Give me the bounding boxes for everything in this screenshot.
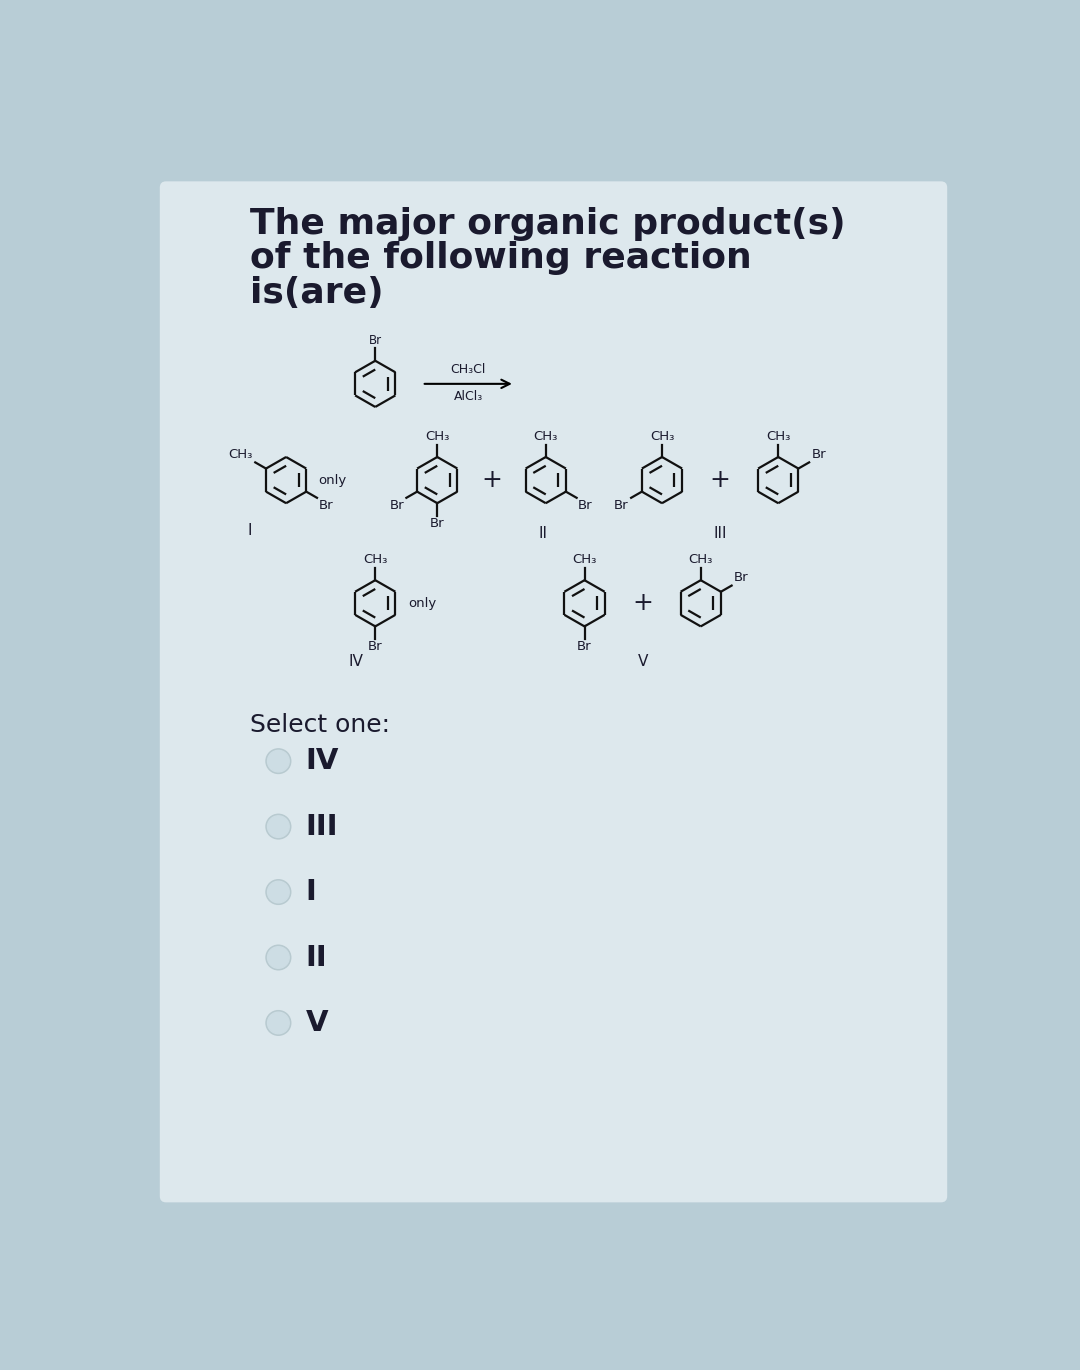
Text: II: II xyxy=(306,944,327,971)
Text: Br: Br xyxy=(368,640,382,653)
FancyBboxPatch shape xyxy=(160,181,947,1203)
Text: only: only xyxy=(408,597,436,610)
Circle shape xyxy=(266,945,291,970)
Text: CH₃: CH₃ xyxy=(766,430,791,443)
Text: +: + xyxy=(710,469,730,492)
Circle shape xyxy=(266,1011,291,1036)
Text: Br: Br xyxy=(577,640,592,653)
Text: only: only xyxy=(319,474,347,486)
Text: I: I xyxy=(247,522,252,537)
Text: Br: Br xyxy=(430,516,445,530)
Text: +: + xyxy=(481,469,502,492)
Circle shape xyxy=(268,751,289,771)
Text: Br: Br xyxy=(615,499,629,511)
Circle shape xyxy=(266,814,291,838)
Text: CH₃: CH₃ xyxy=(228,448,252,460)
Text: CH₃Cl: CH₃Cl xyxy=(450,363,486,377)
Circle shape xyxy=(268,881,289,903)
Text: Select one:: Select one: xyxy=(249,712,390,737)
Text: CH₃: CH₃ xyxy=(650,430,674,443)
Text: is(are): is(are) xyxy=(249,275,383,310)
Text: CH₃: CH₃ xyxy=(689,553,713,566)
Text: IV: IV xyxy=(349,653,363,669)
Text: II: II xyxy=(538,526,546,541)
Circle shape xyxy=(266,749,291,774)
Text: I: I xyxy=(306,878,316,906)
Text: Br: Br xyxy=(734,571,748,584)
Text: CH₃: CH₃ xyxy=(363,553,388,566)
Text: of the following reaction: of the following reaction xyxy=(249,241,752,275)
Text: Br: Br xyxy=(368,334,382,347)
Circle shape xyxy=(268,1012,289,1034)
Text: Br: Br xyxy=(319,499,333,512)
Text: CH₃: CH₃ xyxy=(572,553,596,566)
Circle shape xyxy=(268,815,289,837)
Text: III: III xyxy=(714,526,727,541)
Text: +: + xyxy=(632,592,653,615)
Text: CH₃: CH₃ xyxy=(534,430,558,443)
Text: V: V xyxy=(306,1008,328,1037)
Text: Br: Br xyxy=(390,499,404,512)
Text: Br: Br xyxy=(811,448,826,460)
Text: V: V xyxy=(637,653,648,669)
Circle shape xyxy=(268,947,289,969)
Text: The major organic product(s): The major organic product(s) xyxy=(249,207,846,241)
Text: AlCl₃: AlCl₃ xyxy=(454,390,483,403)
Circle shape xyxy=(266,880,291,904)
Text: Br: Br xyxy=(578,499,593,512)
Text: IV: IV xyxy=(306,747,339,775)
Text: CH₃: CH₃ xyxy=(426,430,449,443)
Text: III: III xyxy=(306,812,338,841)
